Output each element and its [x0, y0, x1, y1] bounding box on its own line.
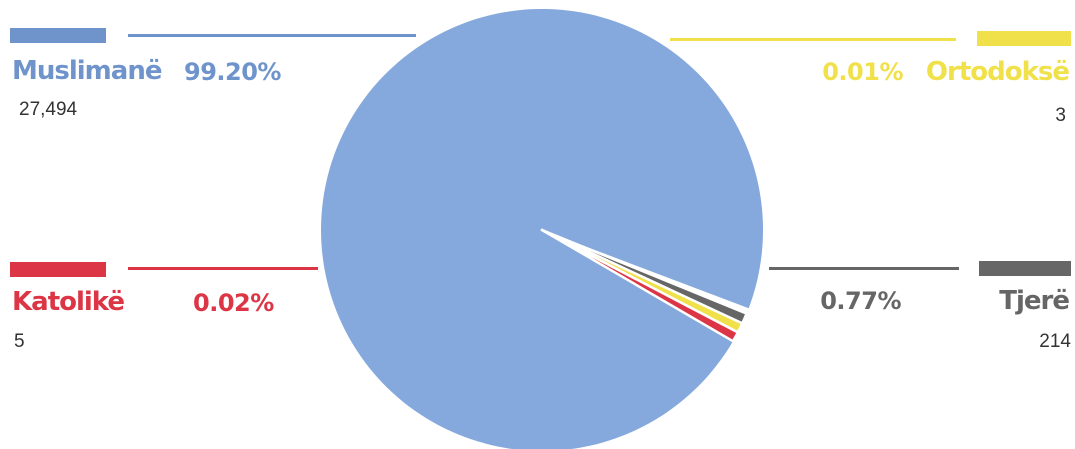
pie-slice-katolike[interactable]: [540, 228, 740, 343]
legend-swatch-katolike: [10, 262, 106, 277]
label-muslimane: Muslimanë: [12, 56, 162, 86]
count-tjere: 214: [1039, 331, 1071, 352]
count-katolike: 5: [14, 331, 25, 352]
percent-ortodokse: 0.01%: [822, 58, 903, 86]
percent-katolike: 0.02%: [193, 289, 274, 317]
legend-swatch-muslimane: [10, 28, 106, 43]
leader-line-katolike: [128, 267, 318, 270]
leader-line-ortodokse: [670, 38, 956, 41]
count-ortodokse: 3: [1055, 105, 1066, 126]
label-ortodokse: Ortodoksë: [925, 57, 1070, 87]
percent-tjere: 0.77%: [820, 287, 901, 315]
label-katolike: Katolikë: [12, 287, 125, 317]
label-tjere: Tjerë: [999, 286, 1070, 316]
leader-line-tjere: [769, 267, 959, 270]
legend-swatch-tjere: [979, 261, 1071, 276]
legend-swatch-ortodokse: [977, 31, 1071, 46]
count-muslimane: 27,494: [19, 99, 78, 120]
percent-muslimane: 99.20%: [184, 58, 281, 86]
leader-line-muslimane: [128, 34, 416, 37]
